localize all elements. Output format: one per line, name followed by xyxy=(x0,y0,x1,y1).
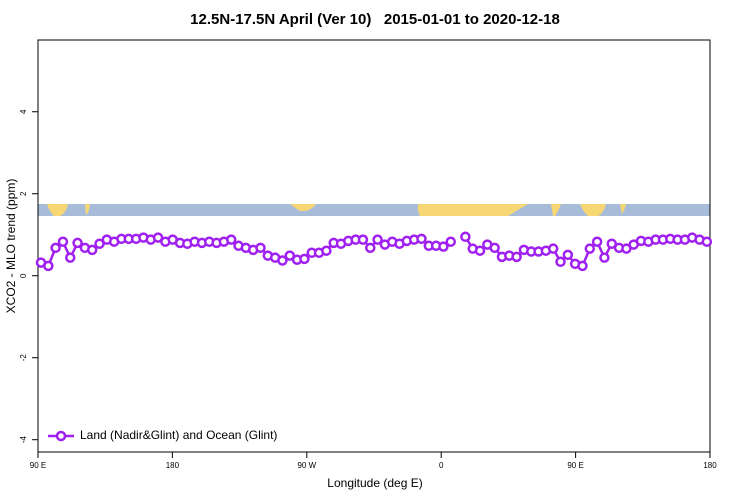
data-point xyxy=(65,252,76,263)
x-tick-label: 90 E xyxy=(567,461,583,470)
data-point xyxy=(701,236,713,247)
data-point xyxy=(621,243,632,254)
data-point xyxy=(511,251,522,263)
data-point xyxy=(577,260,588,272)
data-point xyxy=(86,244,98,256)
land xyxy=(85,204,90,215)
data-point xyxy=(562,249,574,261)
y-tick-label: -2 xyxy=(19,354,28,362)
land-ocean-strip xyxy=(38,204,710,216)
land xyxy=(47,204,68,216)
land xyxy=(290,204,316,212)
data-point xyxy=(416,233,427,245)
data-point xyxy=(255,242,266,254)
data-point xyxy=(94,238,105,249)
data-point xyxy=(57,236,69,247)
y-tick-label: 2 xyxy=(19,191,28,196)
data-point xyxy=(555,256,566,268)
x-tick-label: 90 W xyxy=(297,461,316,470)
ocean-band xyxy=(38,204,710,216)
data-point xyxy=(489,242,500,254)
x-tick-label: 180 xyxy=(703,461,717,470)
land xyxy=(417,204,528,216)
data-point xyxy=(321,245,332,256)
y-tick-label: 0 xyxy=(19,273,28,278)
data-point xyxy=(277,255,288,266)
data-point xyxy=(284,250,296,261)
y-axis-label: XCO2 - MLO trend (ppm) xyxy=(4,179,18,314)
data-point xyxy=(50,242,61,254)
data-point xyxy=(299,253,310,265)
land xyxy=(551,204,561,216)
data-point xyxy=(599,252,610,263)
data-point xyxy=(72,237,83,249)
legend-marker xyxy=(55,430,67,442)
data-point xyxy=(460,231,471,243)
data-point xyxy=(225,234,237,245)
x-axis-label: Longitude (deg E) xyxy=(327,476,422,490)
plot-frame xyxy=(37,39,711,453)
legend-label: Land (Nadir&Glint) and Ocean (Glint) xyxy=(80,428,277,442)
data-point xyxy=(445,236,457,247)
data-point xyxy=(152,232,164,243)
data-point xyxy=(357,234,369,245)
y-tick-label: 4 xyxy=(19,109,28,114)
data-point xyxy=(547,243,559,254)
data-point xyxy=(591,236,603,247)
y-tick-label: -4 xyxy=(19,436,28,444)
data-point xyxy=(606,238,617,249)
land xyxy=(620,204,626,214)
x-tick-label: 180 xyxy=(166,461,180,470)
data-point xyxy=(372,234,383,245)
x-tick-label: 0 xyxy=(439,461,444,470)
data-point xyxy=(474,245,486,256)
data-point xyxy=(438,241,449,252)
data-point xyxy=(43,260,54,272)
data-point xyxy=(584,243,596,254)
chart-title: 12.5N-17.5N April (Ver 10) 2015-01-01 to… xyxy=(190,11,560,28)
land xyxy=(580,204,606,216)
x-tick-label: 90 E xyxy=(30,461,46,470)
data-point xyxy=(365,242,376,254)
